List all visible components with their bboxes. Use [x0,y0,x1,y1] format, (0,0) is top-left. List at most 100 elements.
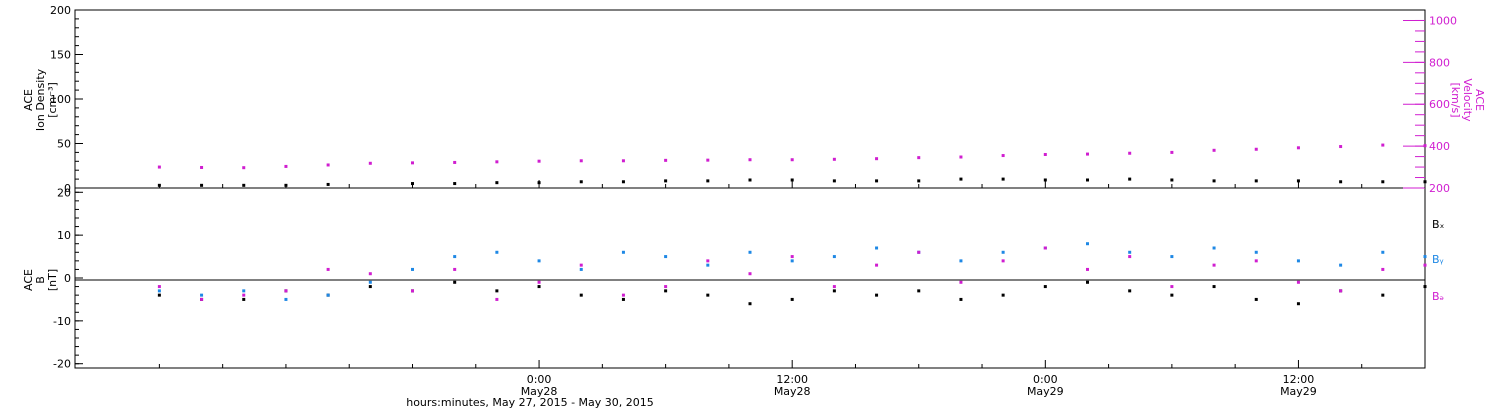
bz-point [1086,267,1089,271]
legend-bx: Bₓ [1432,218,1445,231]
velocity-tick-label: 200 [1429,182,1450,195]
velocity-point [1043,152,1047,156]
bx-point [706,293,710,297]
bz-point [1254,259,1258,263]
density-title-line-1: ACE [22,89,35,111]
density-point [537,181,541,185]
velocity-point [284,164,288,168]
bx-point [1423,285,1427,289]
velocity-point [1212,148,1216,152]
bx-point [1128,289,1132,293]
density-title-line-2: Ion Density [34,68,47,131]
bx-point [1170,293,1174,297]
bx-point [1296,302,1300,306]
density-point [621,180,625,184]
velocity-point [664,158,668,162]
velocity-point [748,158,752,162]
by-point [1086,242,1089,246]
velocity-point [1254,147,1258,151]
date-tick-label: May29 [1280,385,1317,398]
by-point [326,293,330,297]
velocity-point [790,158,794,162]
density-point [790,178,794,182]
by-point [1212,246,1216,250]
density-point [748,178,752,182]
velocity-point [959,155,963,159]
bz-point [284,289,288,293]
density-tick-label: 0 [64,182,71,195]
velocity-tick-label: 600 [1429,98,1450,111]
b-axis-ticks: -20 -10 0 10 20 [53,186,83,371]
velocity-point [1170,150,1174,154]
bz-point [706,259,710,263]
density-point [875,179,879,183]
bx-point [579,293,583,297]
bz-point [832,285,836,289]
velocity-tick-label: 400 [1429,140,1450,153]
bz-point [1212,263,1216,267]
density-point [1043,178,1047,182]
density-point [1086,178,1089,182]
bx-point [1381,293,1385,297]
b-axis-title: ACE B [nT] [22,269,59,291]
by-point [200,293,204,297]
by-point [495,250,499,254]
velocity-point [1086,152,1089,156]
bz-point [537,280,541,284]
velocity-point [621,159,625,163]
by-point [537,259,541,263]
density-axis-title: ACE Ion Density [cm⁻³] [22,68,59,131]
bz-point [1339,289,1343,293]
by-point [790,259,794,263]
velocity-point [579,159,583,163]
b-tick-label: -10 [53,315,71,328]
bz-point [368,272,372,276]
density-point [1170,178,1174,182]
density-tick-label: 100 [50,93,71,106]
by-point [1339,263,1343,267]
b-title-line-2: B [34,276,47,284]
magnetic-data-points [157,242,1427,306]
density-point [1254,179,1258,183]
bx-point [790,297,794,301]
bz-point [1170,285,1174,289]
by-point [242,289,246,293]
bz-point [1381,267,1385,271]
density-point [579,180,583,184]
velocity-title-line-3: [km/s] [1449,82,1462,117]
bx-point [1001,293,1005,297]
density-point [832,179,836,183]
b-tick-label: 20 [57,186,71,199]
bx-point [664,289,668,293]
velocity-point [157,165,161,169]
bz-point [1043,246,1047,250]
bx-point [959,297,963,301]
density-point [1296,179,1300,183]
velocity-tick-label: 800 [1429,56,1450,69]
velocity-axis-ticks: 200 400 600 800 1000 [1403,14,1457,195]
time-tick-label: 12:00 [776,373,808,386]
velocity-point [200,165,204,169]
by-point [1170,255,1174,259]
b-title-line-1: ACE [22,269,35,291]
bz-point [959,280,963,284]
velocity-point [917,156,921,160]
velocity-point [242,166,246,170]
by-point [1296,259,1300,263]
density-point [1339,180,1343,184]
density-point [706,179,710,183]
by-point [1423,255,1427,259]
by-point [453,255,457,259]
bz-point [790,255,794,259]
density-point [959,177,963,181]
density-title-line-3: [cm⁻³] [46,82,59,118]
bx-point [368,285,372,289]
velocity-point [1423,144,1427,148]
density-point [200,183,204,187]
bz-point [1128,255,1132,259]
bx-point [537,285,541,289]
bz-point [664,285,668,289]
by-point [284,297,288,301]
velocity-point [832,157,836,161]
